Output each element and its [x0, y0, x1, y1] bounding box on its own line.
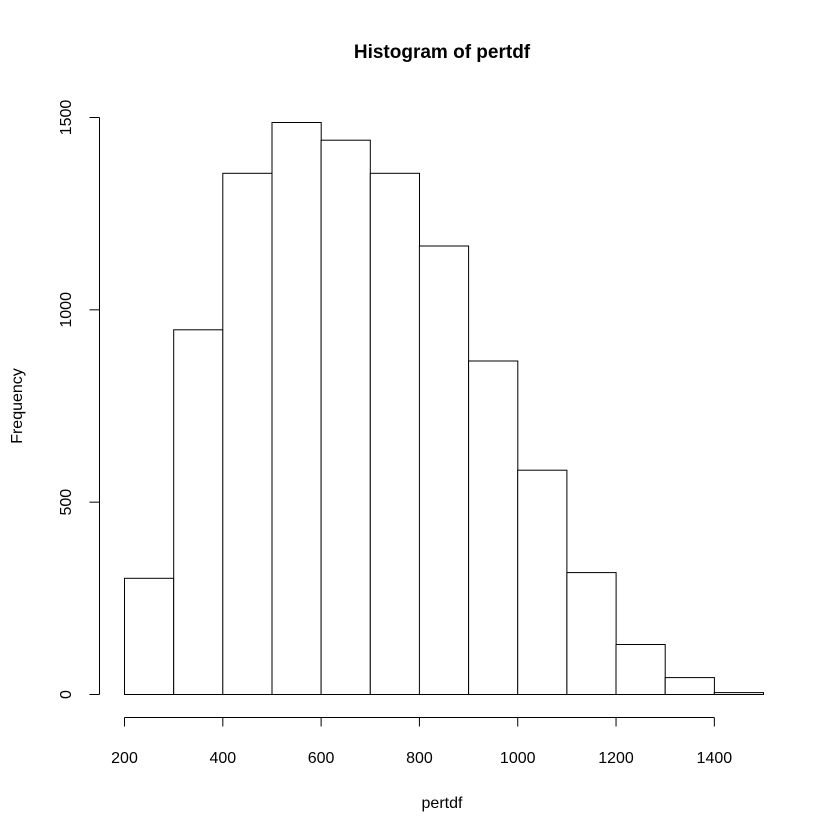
histogram-bar-600-700 — [320, 139, 371, 695]
histogram-bar-1300-1400 — [664, 677, 715, 695]
x-tick-label-800: 800 — [406, 750, 433, 767]
x-tick-label-400: 400 — [209, 750, 236, 767]
histogram-bar-1100-1200 — [566, 572, 617, 695]
histogram-bar-1000-1100 — [517, 469, 568, 696]
x-tick-label-600: 600 — [308, 750, 335, 767]
histogram-bar-1400-1500 — [713, 692, 764, 695]
histogram-bar-200-300 — [124, 577, 175, 695]
y-tick-label-0: 0 — [58, 690, 75, 699]
histogram-bar-900-1000 — [468, 360, 519, 695]
y-tick-label-1500: 1500 — [58, 100, 75, 136]
histogram-bar-500-600 — [271, 122, 322, 695]
x-tick-label-1200: 1200 — [598, 750, 634, 767]
x-tick-label-1000: 1000 — [500, 750, 536, 767]
histogram-bar-300-400 — [173, 329, 224, 695]
histogram-bar-800-900 — [418, 245, 470, 695]
x-tick-label-200: 200 — [111, 750, 138, 767]
histogram-bar-1200-1300 — [615, 644, 666, 695]
y-tick-label-1000: 1000 — [58, 292, 75, 328]
y-tick-label-500: 500 — [58, 489, 75, 516]
x-axis-label: pertdf — [422, 795, 463, 812]
y-axis: 0 500 1000 1500 — [58, 100, 100, 699]
x-axis: 200 400 600 800 1000 1200 1400 — [111, 717, 733, 767]
chart-title: Histogram of pertdf — [354, 42, 531, 63]
bars-group — [124, 122, 764, 696]
y-axis-label: Frequency — [9, 368, 26, 444]
histogram-bar-700-800 — [369, 172, 420, 696]
x-tick-label-1400: 1400 — [697, 750, 733, 767]
histogram-bar-400-500 — [222, 172, 273, 696]
